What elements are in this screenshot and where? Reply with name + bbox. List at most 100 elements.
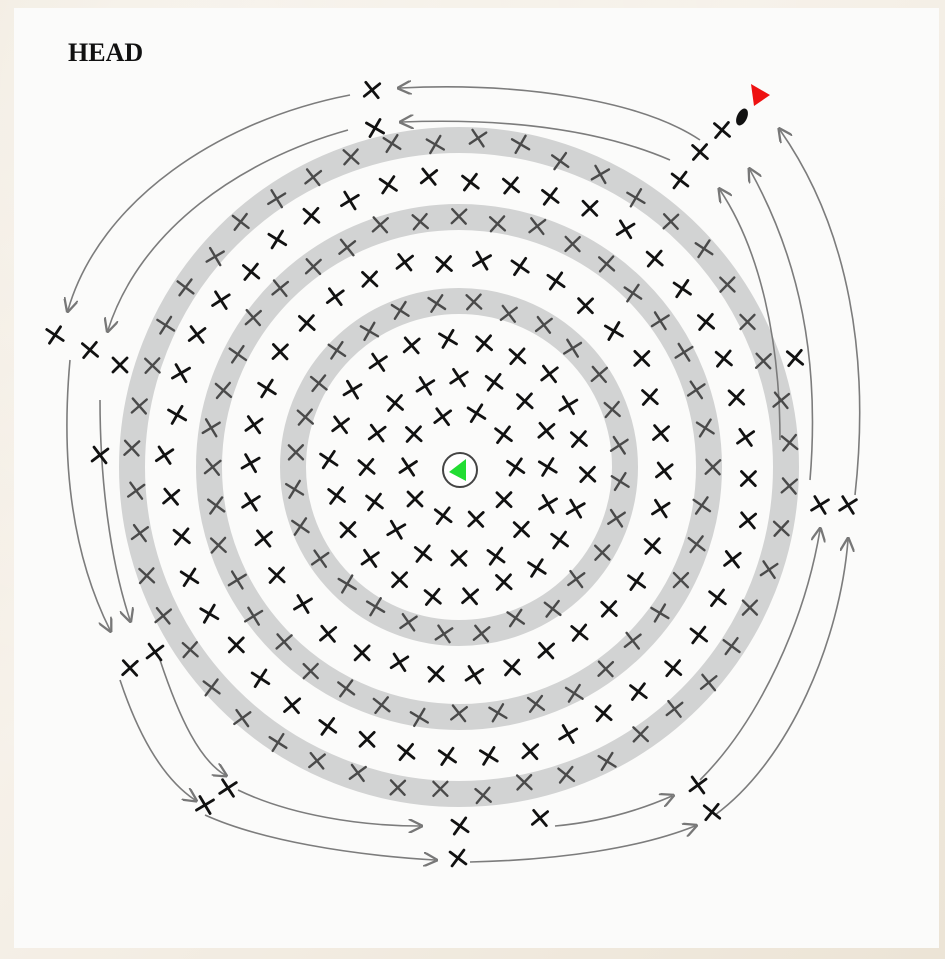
stitch-x-icon <box>409 707 429 728</box>
stitch-x-icon <box>405 425 423 443</box>
stitch-x-icon <box>564 683 584 703</box>
stitch-x-icon <box>558 395 579 416</box>
stitch-x-icon <box>361 270 379 288</box>
stitch-x-icon <box>550 530 569 550</box>
stitch-x-icon <box>448 848 468 868</box>
stitch-x-icon <box>754 352 772 370</box>
stitch-x-icon <box>427 665 445 683</box>
stitch-x-icon <box>590 365 608 384</box>
stitch-x-icon <box>338 238 357 257</box>
stitch-x-icon <box>340 190 360 211</box>
stitch-x-icon <box>395 253 414 272</box>
arrow-bottom-right-outer <box>469 826 695 863</box>
stitch-x-icon <box>475 334 494 353</box>
stitch-x-icon <box>275 633 293 651</box>
stitch-x-icon <box>722 636 741 656</box>
stitch-x-icon <box>327 486 346 505</box>
stitch-x-icon <box>528 217 547 236</box>
stitch-x-icon <box>609 435 629 455</box>
stitch-x-icon <box>597 255 616 273</box>
stitch-x-icon <box>209 536 227 554</box>
stitch-x-icon <box>468 128 488 148</box>
stitch-x-icon <box>438 328 458 349</box>
stitch-x-icon <box>368 352 388 372</box>
stitch-x-icon <box>540 364 559 384</box>
stitch-x-icon <box>348 763 367 783</box>
red-triangle-end-icon <box>751 84 770 106</box>
stitch-x-icon <box>510 256 530 277</box>
stitch-x-icon <box>319 449 339 470</box>
stitch-x-icon <box>250 668 271 689</box>
stitch-x-icon <box>254 529 273 548</box>
stitch-x-icon <box>759 560 779 580</box>
stitch-x-icon <box>434 624 454 644</box>
stitch-x-icon <box>214 381 233 400</box>
stitch-x-icon <box>665 699 684 718</box>
stitch-x-icon <box>670 170 690 190</box>
stitch-x-icon <box>570 623 589 642</box>
stitch-x-icon <box>534 315 553 334</box>
stitch-x-icon <box>304 258 322 276</box>
stitch-x-icon <box>713 121 731 139</box>
stitch-x-icon <box>546 271 566 291</box>
stitch-x-icon <box>358 730 376 748</box>
stitch-x-icon <box>257 378 277 399</box>
stitch-x-icon <box>474 786 492 805</box>
stitch-x-icon <box>80 340 100 360</box>
stitch-x-icon <box>494 425 513 444</box>
stitch-x-icon <box>472 250 492 271</box>
stitch-x-icon <box>201 418 221 438</box>
stitch-x-icon <box>632 725 649 743</box>
stitch-x-icon <box>694 239 714 259</box>
stitch-x-icon <box>508 347 527 366</box>
stitch-x-icon <box>564 235 581 253</box>
stitch-x-icon <box>378 175 398 195</box>
stitch-x-icon <box>738 511 758 530</box>
stitch-x-icon <box>558 724 579 744</box>
stitch-x-icon <box>302 206 321 225</box>
stitch-x-icon <box>674 342 694 362</box>
stitch-x-icon <box>337 574 357 594</box>
stitch-x-icon <box>138 567 156 585</box>
stitch-x-icon <box>516 392 534 410</box>
stitch-x-icon <box>478 746 499 766</box>
stitch-x-icon <box>543 599 562 618</box>
stitch-x-icon <box>541 187 560 206</box>
stitch-x-icon <box>162 487 181 506</box>
stitch-x-icon <box>650 603 670 623</box>
stitch-x-icon <box>386 519 407 540</box>
stitch-x-icon <box>433 407 453 427</box>
stitch-x-icon <box>207 496 226 515</box>
stitch-x-icon <box>672 571 690 589</box>
stitch-x-icon <box>205 246 225 267</box>
stitch-x-icon <box>702 802 722 822</box>
stitch-x-icon <box>810 495 830 515</box>
stitch-x-icon <box>565 498 586 519</box>
arrow-right-inner <box>750 170 814 481</box>
stitch-x-icon <box>607 508 626 528</box>
stitch-x-icon <box>243 606 264 626</box>
stitch-x-icon <box>626 188 646 208</box>
stitch-x-icon <box>154 445 175 465</box>
stitch-x-icon <box>271 279 290 298</box>
stitch-x-icon <box>695 418 715 438</box>
stitch-x-icon <box>127 481 146 500</box>
stitch-x-icon <box>391 571 409 589</box>
stitch-x-icon <box>472 624 491 643</box>
stitch-x-icon <box>293 594 313 614</box>
stitch-x-icon <box>686 380 706 400</box>
stitch-x-icon <box>372 696 391 715</box>
stitch-x-icon <box>687 535 706 554</box>
stitch-x-icon <box>145 642 165 662</box>
stitch-x-icon <box>339 521 357 539</box>
stitch-x-icon <box>415 376 436 396</box>
stitch-x-icon <box>450 549 468 567</box>
black-bead-icon <box>736 108 748 126</box>
stitch-x-icon <box>365 492 384 512</box>
stitch-x-icon <box>594 704 613 723</box>
stitch-x-icon <box>367 423 387 443</box>
arrow-lower-left-inner <box>159 659 225 775</box>
stitch-x-icon <box>325 287 345 307</box>
stitch-x-icon <box>557 765 576 784</box>
stitch-x-icon <box>231 212 250 231</box>
